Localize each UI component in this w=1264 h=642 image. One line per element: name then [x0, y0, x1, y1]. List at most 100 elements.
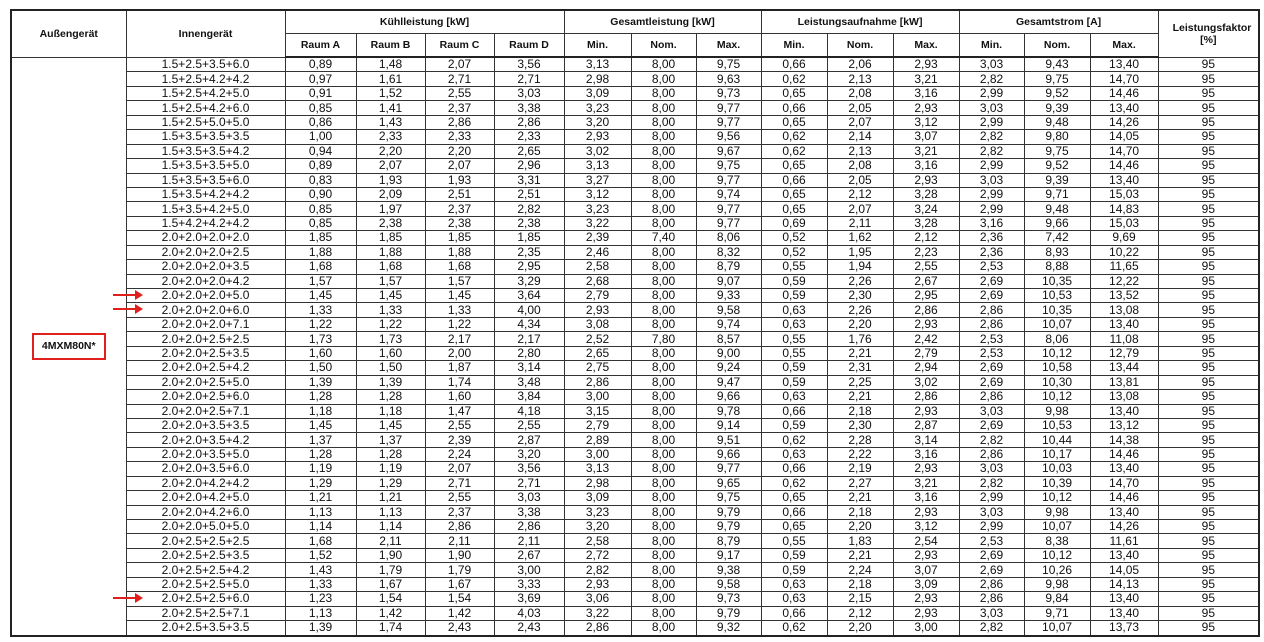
value-cell: 2,33 [493, 129, 565, 145]
value-cell: 10,22 [1089, 244, 1159, 261]
value-cell: 1,88 [284, 244, 357, 261]
table-row: 2.0+2.0+2.0+7.1 1,22 1,22 1,22 4,34 3,08 8,00 9… [11, 316, 1260, 333]
value-cell: 1,57 [284, 273, 357, 290]
indoor-combination-cell: 2.0+2.5+3.5+3.5 [125, 620, 286, 636]
header-room-a: Raum A [284, 33, 357, 58]
indoor-combination-cell: 2.0+2.5+2.5+4.2 [125, 562, 286, 578]
value-cell: 2,67 [493, 547, 565, 564]
value-cell: 2,20 [826, 620, 894, 636]
indoor-combination: 2.0+2.5+3.5+3.5 [161, 620, 250, 635]
value-cell: 1,28 [355, 446, 426, 463]
table-row: 4MXM80N* 1.5+2.5+3.5+6.0 0,89 1,48 2,07 3,56 3… [10, 56, 1260, 636]
value-cell: 1,57 [424, 273, 495, 290]
value-cell: 95 [1157, 360, 1260, 376]
value-cell: 8,00 [630, 374, 697, 391]
red-arrow-icon [112, 304, 143, 315]
value-cell: 10,03 [1023, 461, 1091, 477]
value-cell: 3,16 [892, 490, 960, 506]
value-cell: 13,40 [1089, 605, 1159, 622]
value-cell: 1,29 [284, 475, 357, 492]
value-cell: 2,33 [424, 129, 495, 145]
value-cell: 8,00 [630, 215, 697, 232]
value-cell: 2,67 [892, 273, 960, 290]
value-cell: 2,28 [826, 432, 894, 448]
value-cell: 9,71 [1023, 605, 1091, 622]
value-cell: 3,13 [563, 158, 632, 174]
header-current-nom: Nom. [1023, 33, 1091, 58]
value-cell: 0,59 [760, 562, 828, 578]
value-cell: 9,63 [695, 71, 762, 87]
value-cell: 12,79 [1089, 345, 1159, 362]
value-cell: 8,00 [630, 417, 697, 434]
value-cell: 2,19 [826, 461, 894, 477]
value-cell: 2,31 [826, 360, 894, 376]
value-cell: 9,80 [1023, 129, 1091, 145]
value-cell: 1,43 [355, 114, 426, 131]
table-row: 1.5+2.5+4.2+5.0 0,91 1,52 2,55 3,03 3,09 8,00 9… [11, 85, 1260, 102]
indoor-combination: 1.5+3.5+3.5+6.0 [161, 172, 250, 187]
value-cell: 0,59 [760, 287, 828, 304]
value-cell: 2,95 [493, 259, 565, 275]
value-cell: 13,40 [1089, 461, 1159, 477]
value-cell: 2,53 [958, 533, 1025, 549]
value-cell: 1,97 [355, 201, 426, 217]
value-cell: 2,36 [958, 230, 1025, 246]
value-cell: 95 [1157, 273, 1260, 290]
value-cell: 2,80 [493, 345, 565, 362]
value-cell: 11,08 [1089, 331, 1159, 347]
header-room-d: Raum D [493, 33, 565, 58]
value-cell: 9,14 [695, 417, 762, 434]
value-cell: 8,00 [630, 129, 697, 145]
table-row: 2.0+2.0+2.5+7.1 1,18 1,18 1,47 4,18 3,15 8,00 9… [11, 403, 1260, 419]
value-cell: 3,07 [892, 562, 960, 578]
value-cell: 4,18 [493, 403, 565, 419]
value-cell: 2,93 [563, 302, 632, 318]
value-cell: 95 [1157, 475, 1260, 492]
value-cell: 3,03 [958, 504, 1025, 521]
value-cell: 1,48 [355, 56, 426, 73]
value-cell: 2,99 [958, 158, 1025, 174]
value-cell: 2,21 [826, 490, 894, 506]
value-cell: 95 [1157, 533, 1260, 549]
value-cell: 2,68 [563, 273, 632, 290]
value-cell: 2,82 [958, 620, 1025, 636]
value-cell: 3,06 [563, 591, 632, 607]
value-cell: 95 [1157, 389, 1260, 405]
value-cell: 2,75 [563, 360, 632, 376]
value-cell: 1,57 [355, 273, 426, 290]
table-body: 4MXM80N* 1.5+2.5+3.5+6.0 0,89 1,48 2,07 3,56 3… [10, 56, 1260, 636]
table-row: 2.0+2.0+2.5+4.2 1,50 1,50 1,87 3,14 2,75 8,00 9… [11, 360, 1260, 376]
header-total-capacity: Gesamtleistung [kW] [563, 9, 762, 34]
value-cell: 2,93 [892, 591, 960, 607]
value-cell: 1,23 [284, 591, 357, 607]
value-cell: 0,66 [760, 100, 828, 116]
value-cell: 8,00 [630, 345, 697, 362]
value-cell: 8,00 [630, 114, 697, 131]
table-row: 1.5+2.5+5.0+5.0 0,86 1,43 2,86 2,86 3,20 8,00 9… [11, 114, 1260, 131]
value-cell: 2,38 [355, 215, 426, 232]
value-cell: 3,09 [563, 85, 632, 102]
value-cell: 8,00 [630, 302, 697, 318]
value-cell: 3,13 [563, 56, 632, 73]
value-cell: 3,38 [493, 504, 565, 521]
value-cell: 2,38 [424, 215, 495, 232]
value-cell: 13,40 [1089, 403, 1159, 419]
indoor-combination: 2.0+2.0+2.0+3.5 [161, 259, 250, 274]
indoor-combination-cell: 2.0+2.5+2.5+7.1 [125, 605, 286, 622]
value-cell: 2,00 [424, 345, 495, 362]
value-cell: 2,53 [958, 345, 1025, 362]
value-cell: 8,00 [630, 504, 697, 521]
value-cell: 10,30 [1023, 374, 1091, 391]
value-cell: 8,00 [630, 172, 697, 188]
value-cell: 95 [1157, 129, 1260, 145]
value-cell: 3,12 [563, 186, 632, 203]
value-cell: 4,34 [493, 316, 565, 333]
value-cell: 2,11 [826, 215, 894, 232]
header-cooling: Kühlleistung [kW] [284, 9, 565, 34]
table-row: 2.0+2.0+5.0+5.0 1,14 1,14 2,86 2,86 3,20 8,00 9… [11, 518, 1260, 535]
value-cell: 95 [1157, 259, 1260, 275]
value-cell: 14,26 [1089, 114, 1159, 131]
value-cell: 10,12 [1023, 547, 1091, 564]
table-row: 2.0+2.0+2.0+2.0 1,85 1,85 1,85 1,85 2,39 7,40 8… [11, 230, 1260, 246]
value-cell: 1,19 [355, 461, 426, 477]
